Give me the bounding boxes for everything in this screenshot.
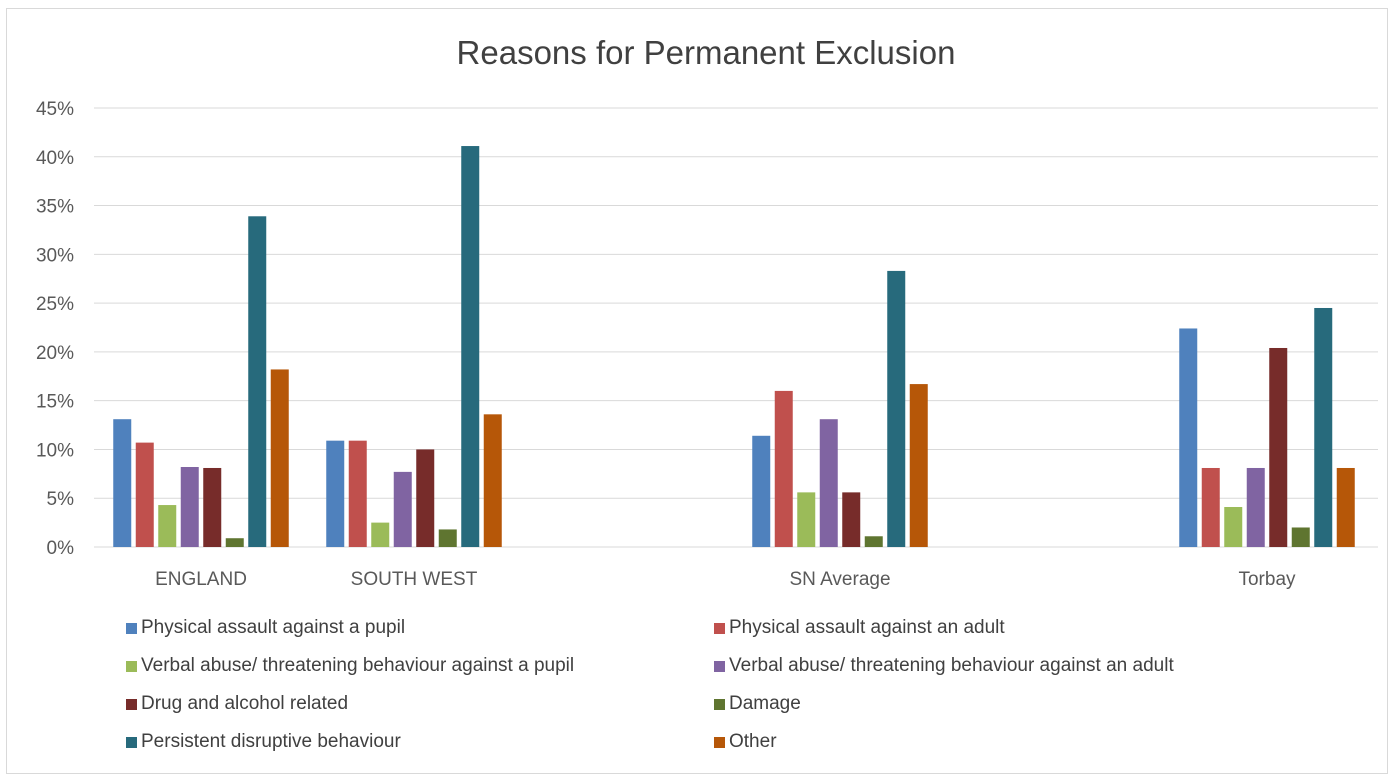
legend-swatch — [126, 698, 137, 710]
legend-label: Other — [729, 731, 777, 752]
x-category-label: SN Average — [789, 569, 890, 590]
legend-label: Verbal abuse/ threatening behaviour agai… — [141, 655, 575, 676]
legend-swatch — [126, 736, 137, 748]
bar — [483, 414, 502, 547]
bar — [438, 529, 457, 547]
bar — [909, 384, 928, 547]
bar — [1336, 467, 1355, 547]
bar — [158, 505, 177, 547]
legend-item: Verbal abuse/ threatening behaviour agai… — [126, 655, 574, 677]
legend-item: Verbal abuse/ threatening behaviour agai… — [714, 655, 1174, 677]
x-category-label: Torbay — [1238, 569, 1296, 590]
x-category-label: SOUTH WEST — [351, 569, 478, 590]
y-tick-label: 25% — [36, 294, 74, 315]
bar — [1291, 527, 1310, 547]
bar — [348, 440, 367, 547]
bar — [774, 390, 793, 547]
bar — [1224, 507, 1243, 547]
y-tick-label: 20% — [36, 343, 74, 364]
bar — [135, 442, 154, 547]
y-tick-label: 0% — [47, 538, 75, 559]
bar — [797, 492, 816, 547]
legend-item: Drug and alcohol related — [126, 693, 348, 715]
legend-item: Persistent disruptive behaviour — [126, 731, 401, 753]
legend-item: Physical assault against a pupil — [126, 617, 405, 639]
y-tick-label: 30% — [36, 245, 74, 266]
y-axis-tick-labels: 0% 5% 10% 15% 20% 25% 30% 35% 40% 45% — [36, 99, 74, 559]
legend-label: Persistent disruptive behaviour — [141, 731, 401, 752]
legend-swatch — [714, 698, 725, 710]
y-tick-label: 15% — [36, 392, 74, 413]
bar — [461, 146, 480, 547]
chart-title: Reasons for Permanent Exclusion — [456, 34, 956, 71]
bar — [248, 216, 267, 547]
x-axis-category-labels: ENGLAND SOUTH WEST SN Average Torbay — [155, 569, 1296, 590]
gridlines — [94, 107, 1378, 548]
legend-label: Verbal abuse/ threatening behaviour agai… — [729, 655, 1174, 676]
y-tick-label: 10% — [36, 440, 74, 461]
bar — [393, 471, 412, 547]
legend-item: Physical assault against an adult — [714, 617, 1005, 639]
bar — [887, 270, 906, 547]
y-tick-label: 45% — [36, 99, 74, 120]
x-category-label: ENGLAND — [155, 569, 247, 590]
bar — [1269, 347, 1288, 547]
bar — [819, 419, 838, 547]
bar — [1314, 307, 1333, 547]
y-tick-label: 5% — [47, 489, 75, 510]
bar — [1201, 467, 1220, 547]
legend-swatch — [714, 736, 725, 748]
bar — [752, 435, 771, 547]
legend-swatch — [126, 660, 137, 672]
legend-item: Damage — [714, 693, 801, 715]
bar — [180, 467, 199, 547]
bar — [225, 538, 244, 547]
bar — [326, 440, 345, 547]
bar — [416, 449, 435, 547]
legend-swatch — [714, 660, 725, 672]
bar — [1246, 467, 1265, 547]
legend-label: Damage — [729, 693, 801, 714]
bar — [842, 492, 861, 547]
bar — [113, 419, 132, 547]
legend-label: Physical assault against an adult — [729, 617, 1005, 638]
legend-label: Physical assault against a pupil — [141, 617, 406, 638]
legend-swatch — [126, 622, 137, 634]
bars — [113, 146, 1355, 547]
legend-label: Drug and alcohol related — [141, 693, 349, 714]
y-tick-label: 35% — [36, 197, 74, 218]
bar — [864, 536, 883, 547]
y-tick-label: 40% — [36, 148, 74, 169]
legend-swatch — [714, 622, 725, 634]
legend-item: Other — [714, 731, 777, 753]
bar — [371, 522, 390, 547]
bar — [203, 467, 222, 547]
bar — [270, 369, 289, 547]
bar — [1179, 328, 1198, 547]
chart-frame — [6, 8, 1388, 774]
